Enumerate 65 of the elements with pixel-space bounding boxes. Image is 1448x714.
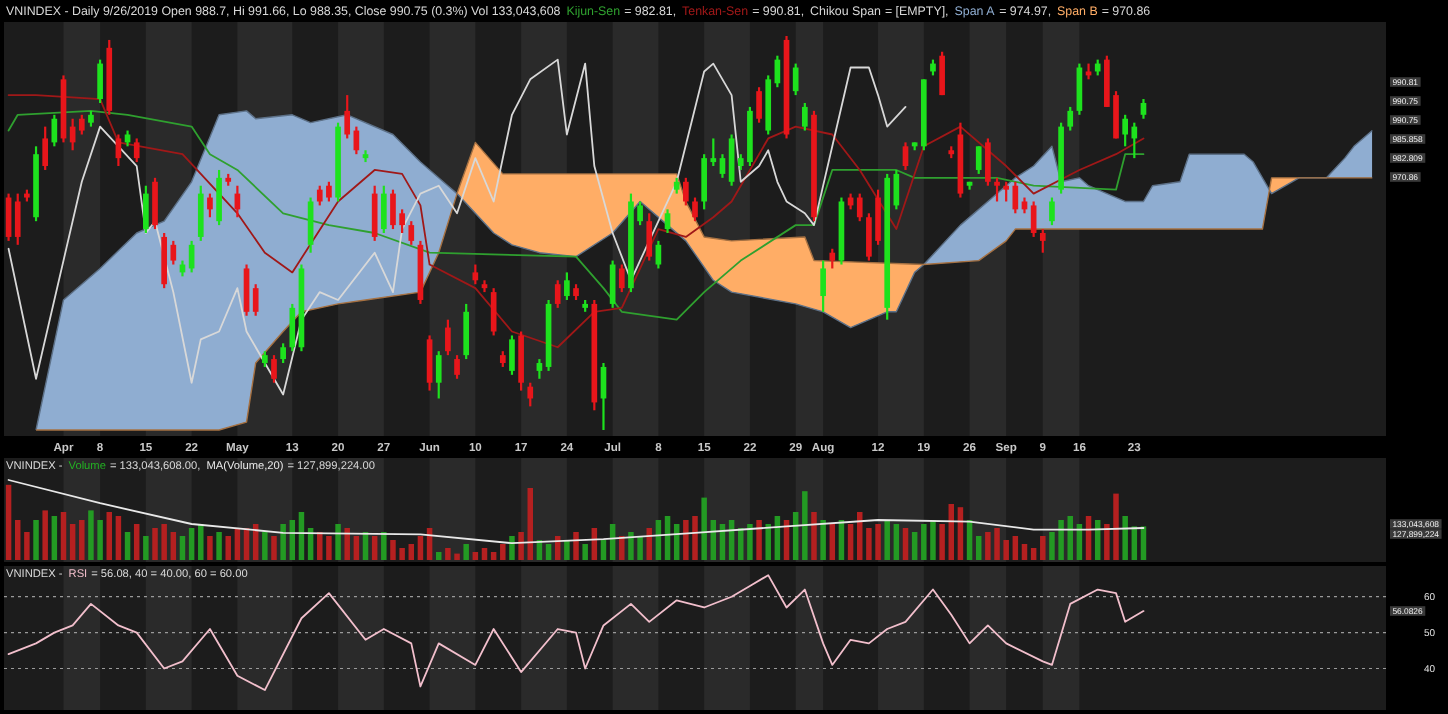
bar [417,536,424,560]
bar [106,512,112,560]
bar [198,524,204,560]
bar [582,544,588,560]
bar [1021,544,1028,560]
bar [472,552,479,560]
bar [893,524,900,560]
bar [847,524,854,560]
bar [902,528,909,560]
bar [344,528,350,560]
bar [435,552,442,560]
bar [802,491,808,560]
bar [408,544,415,560]
bar [765,524,771,560]
bar [271,536,277,560]
bar [1030,548,1037,560]
bar [33,520,39,560]
bar [1122,516,1128,560]
bar [79,520,85,560]
bar [490,552,497,560]
bar [573,532,579,560]
bar [911,532,918,560]
bar [463,544,469,560]
bar [811,512,817,560]
bar [701,497,707,560]
bar [262,532,268,560]
bar [124,532,131,560]
bar [51,516,58,560]
bar [5,484,12,560]
bar [820,520,826,560]
bar [646,528,652,560]
bar [335,524,341,560]
bar [500,544,506,560]
bar [1012,536,1019,560]
bar [600,540,607,560]
bar [381,532,387,560]
bar [564,540,570,560]
bar [133,524,140,560]
bar [14,520,21,560]
bar [69,524,76,560]
bar [188,528,195,560]
bar [170,532,177,560]
bar [619,536,625,560]
bar [280,524,286,560]
bar [179,536,186,560]
bar [207,536,213,560]
bar [371,536,378,560]
bar [216,532,222,560]
bar [42,510,48,560]
bar [481,548,488,560]
bar [518,532,524,560]
bar [115,516,122,560]
bar [939,524,945,560]
bar [60,512,67,560]
bar [24,532,30,560]
bar [756,520,762,560]
bar [143,536,149,560]
bar [975,536,982,560]
bar [225,536,231,560]
bar [884,520,890,560]
bar [509,536,515,560]
bar [353,536,360,560]
bar [829,524,836,560]
bar [1040,536,1046,560]
bar [545,544,552,560]
